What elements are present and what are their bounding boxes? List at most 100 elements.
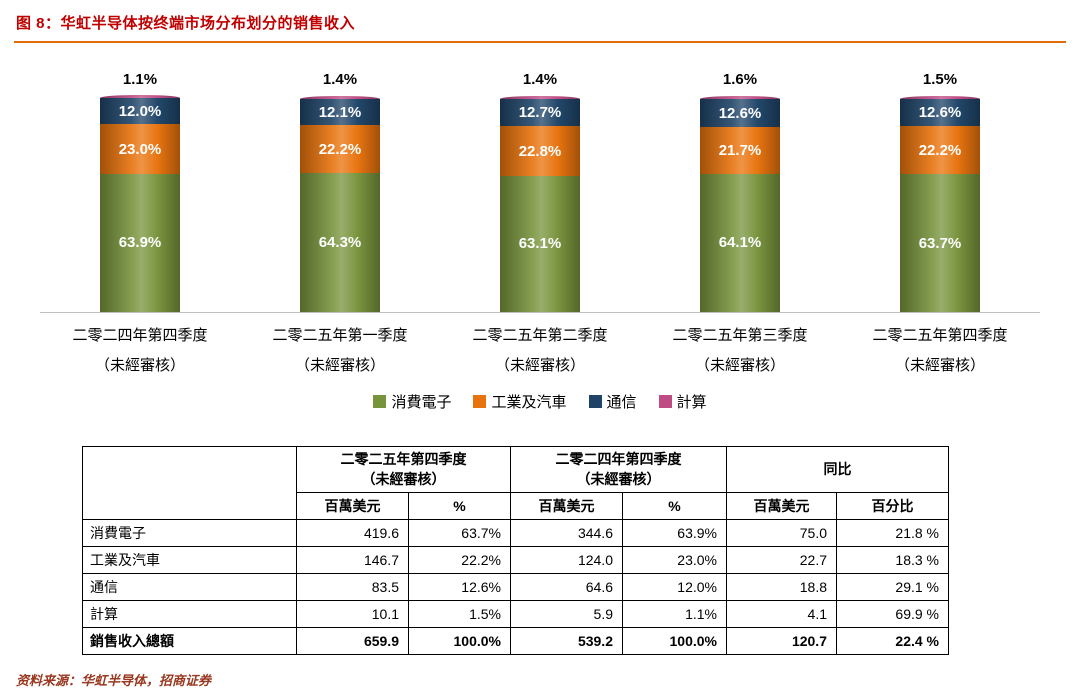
table-group-header-yoy: 同比 <box>726 445 949 494</box>
table-cell: 63.9% <box>622 519 727 548</box>
bar-column: 1.4% 12.1% 22.2% 64.3% <box>240 69 440 312</box>
row-label: 通信 <box>82 573 297 602</box>
table-row: 銷售收入總額 659.9 100.0% 539.2 100.0% 120.7 22.4 % <box>82 627 949 656</box>
legend-swatch <box>373 395 387 408</box>
table-cell: 12.0% <box>622 573 727 602</box>
x-axis-label: 二零二五年第三季度 （未經審核） <box>640 321 840 381</box>
table-cell: 124.0 <box>510 546 623 575</box>
table-cell: 12.6% <box>408 573 511 602</box>
table-cell: 120.7 <box>726 627 837 656</box>
x-axis-label: 二零二四年第四季度 （未經審核） <box>40 321 240 381</box>
x-axis-label: 二零二五年第四季度 （未經審核） <box>840 321 1040 381</box>
bar-top-label: 1.4% <box>322 71 358 88</box>
segment-計算 <box>500 95 580 100</box>
legend-item: 計算 <box>658 391 707 412</box>
segment-工業及汽車: 22.2% <box>300 125 380 174</box>
x-axis-label-quarter: 二零二五年第三季度 <box>672 327 808 344</box>
segment-工業及汽車: 23.0% <box>100 124 180 174</box>
table-cell: 18.8 <box>726 573 837 602</box>
table-cell: 69.9 % <box>836 600 949 629</box>
table-cell: 100.0% <box>622 627 727 656</box>
segment-工業及汽車: 22.2% <box>900 126 980 175</box>
x-axis-label-note: （未經審核） <box>694 357 785 374</box>
x-axis-label-note: （未經審核） <box>294 357 385 374</box>
x-axis-label-note: （未經審核） <box>494 357 585 374</box>
segment-消費電子: 64.3% <box>300 173 380 312</box>
x-axis-label: 二零二五年第二季度 （未經審核） <box>440 321 640 381</box>
x-axis-label-note: （未經審核） <box>894 357 985 374</box>
figure-title: 图 8：华虹半导体按终端市场分布划分的销售收入 <box>16 15 356 32</box>
table-cell: 1.5% <box>408 600 511 629</box>
figure-header: 图 8：华虹半导体按终端市场分布划分的销售收入 <box>0 0 1080 39</box>
segment-計算 <box>300 95 380 100</box>
segment-消費電子: 64.1% <box>700 173 780 312</box>
stacked-bar: 12.1% 22.2% 64.3% <box>300 95 380 312</box>
table-cell: 64.6 <box>510 573 623 602</box>
stacked-bar: 12.0% 23.0% 63.9% <box>100 94 180 312</box>
chart-legend: 消費電子 工業及汽車 通信 計算 <box>40 391 1040 412</box>
table-subheader: % <box>622 492 727 521</box>
stacked-bar: 12.7% 22.8% 63.1% <box>500 95 580 312</box>
table-cell: 23.0% <box>622 546 727 575</box>
legend-item: 消費電子 <box>373 391 451 412</box>
segment-工業及汽車: 22.8% <box>500 126 580 176</box>
segment-通信: 12.6% <box>900 99 980 127</box>
table-corner-cell <box>82 445 297 521</box>
table-cell: 146.7 <box>296 546 409 575</box>
sales-by-market-stacked-bar-chart: 1.1% 12.0% 23.0% 63.9% 1.4% 12.1% 22.2% 64.3% 1.… <box>40 69 1040 412</box>
table-cell: 22.7 <box>726 546 837 575</box>
table-group-header-q4-2024: 二零二四年第四季度 （未經審核） <box>510 445 727 494</box>
table-row: 消費電子 419.6 63.7% 344.6 63.9% 75.0 21.8 % <box>82 519 949 548</box>
bar-top-label: 1.6% <box>722 71 758 88</box>
table-cell: 100.0% <box>408 627 511 656</box>
table-cell: 18.3 % <box>836 546 949 575</box>
segment-計算 <box>700 95 780 100</box>
table-group-header-row: 二零二五年第四季度 （未經審核） 二零二四年第四季度 （未經審核） 同比 <box>82 445 949 521</box>
segment-消費電子: 63.1% <box>500 175 580 312</box>
table-cell: 29.1 % <box>836 573 949 602</box>
bar-top-label: 1.5% <box>922 71 958 88</box>
table-group-header-q4-2025: 二零二五年第四季度 （未經審核） <box>296 445 511 494</box>
title-rule <box>14 41 1066 43</box>
legend-label: 工業及汽車 <box>491 394 567 411</box>
table-cell: 83.5 <box>296 573 409 602</box>
segment-消費電子: 63.9% <box>100 173 180 312</box>
legend-swatch <box>588 395 602 408</box>
table-cell: 1.1% <box>622 600 727 629</box>
row-label: 銷售收入總額 <box>82 627 297 656</box>
stacked-bar: 12.6% 22.2% 63.7% <box>900 95 980 312</box>
stacked-bar: 12.6% 21.7% 64.1% <box>700 95 780 312</box>
x-axis-label: 二零二五年第一季度 （未經審核） <box>240 321 440 381</box>
legend-item: 工業及汽車 <box>473 391 567 412</box>
bar-column: 1.4% 12.7% 22.8% 63.1% <box>440 69 640 312</box>
row-label: 計算 <box>82 600 297 629</box>
segment-計算 <box>900 95 980 100</box>
segment-工業及汽車: 21.7% <box>700 126 780 174</box>
table-cell: 419.6 <box>296 519 409 548</box>
sales-breakdown-table: 二零二五年第四季度 （未經審核） 二零二四年第四季度 （未經審核） 同比 百萬美… <box>82 445 949 656</box>
legend-label: 通信 <box>606 394 637 411</box>
table-cell: 539.2 <box>510 627 623 656</box>
table-subheader: 百分比 <box>836 492 949 521</box>
x-axis-label-quarter: 二零二五年第一季度 <box>272 327 408 344</box>
chart-x-axis: 二零二四年第四季度 （未經審核） 二零二五年第一季度 （未經審核） 二零二五年第二季度 （… <box>40 313 1040 381</box>
legend-swatch <box>473 395 487 408</box>
table-cell: 75.0 <box>726 519 837 548</box>
table-cell: 22.4 % <box>836 627 949 656</box>
table-row: 通信 83.5 12.6% 64.6 12.0% 18.8 29.1 % <box>82 573 949 602</box>
table-subheader: 百萬美元 <box>510 492 623 521</box>
table-cell: 5.9 <box>510 600 623 629</box>
table-cell: 4.1 <box>726 600 837 629</box>
table-cell: 21.8 % <box>836 519 949 548</box>
table-row: 計算 10.1 1.5% 5.9 1.1% 4.1 69.9 % <box>82 600 949 629</box>
x-axis-label-note: （未經審核） <box>94 357 185 374</box>
bar-column: 1.6% 12.6% 21.7% 64.1% <box>640 69 840 312</box>
bar-top-label: 1.4% <box>522 71 558 88</box>
segment-通信: 12.7% <box>500 99 580 127</box>
table-cell: 22.2% <box>408 546 511 575</box>
bar-column: 1.1% 12.0% 23.0% 63.9% <box>40 69 240 312</box>
legend-label: 消費電子 <box>391 394 452 411</box>
x-axis-label-quarter: 二零二五年第二季度 <box>472 327 608 344</box>
bar-top-label: 1.1% <box>122 71 158 88</box>
